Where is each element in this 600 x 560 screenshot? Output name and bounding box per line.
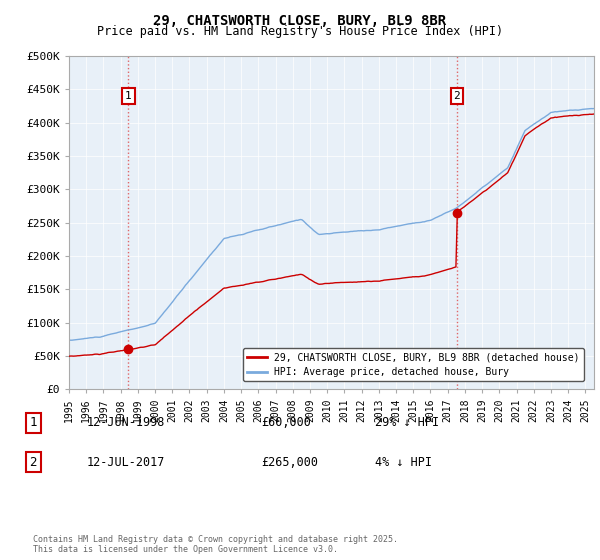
Text: 2: 2 <box>454 91 460 101</box>
Text: 12-JUL-2017: 12-JUL-2017 <box>87 455 166 469</box>
Legend: 29, CHATSWORTH CLOSE, BURY, BL9 8BR (detached house), HPI: Average price, detach: 29, CHATSWORTH CLOSE, BURY, BL9 8BR (det… <box>244 348 584 381</box>
Text: 29% ↓ HPI: 29% ↓ HPI <box>375 416 439 430</box>
Text: 2: 2 <box>29 455 37 469</box>
Text: 4% ↓ HPI: 4% ↓ HPI <box>375 455 432 469</box>
Text: 1: 1 <box>125 91 132 101</box>
Text: 29, CHATSWORTH CLOSE, BURY, BL9 8BR: 29, CHATSWORTH CLOSE, BURY, BL9 8BR <box>154 14 446 28</box>
Text: Price paid vs. HM Land Registry's House Price Index (HPI): Price paid vs. HM Land Registry's House … <box>97 25 503 38</box>
Text: 1: 1 <box>29 416 37 430</box>
Text: £265,000: £265,000 <box>261 455 318 469</box>
Text: 12-JUN-1998: 12-JUN-1998 <box>87 416 166 430</box>
Text: Contains HM Land Registry data © Crown copyright and database right 2025.
This d: Contains HM Land Registry data © Crown c… <box>33 535 398 554</box>
Text: £60,000: £60,000 <box>261 416 311 430</box>
